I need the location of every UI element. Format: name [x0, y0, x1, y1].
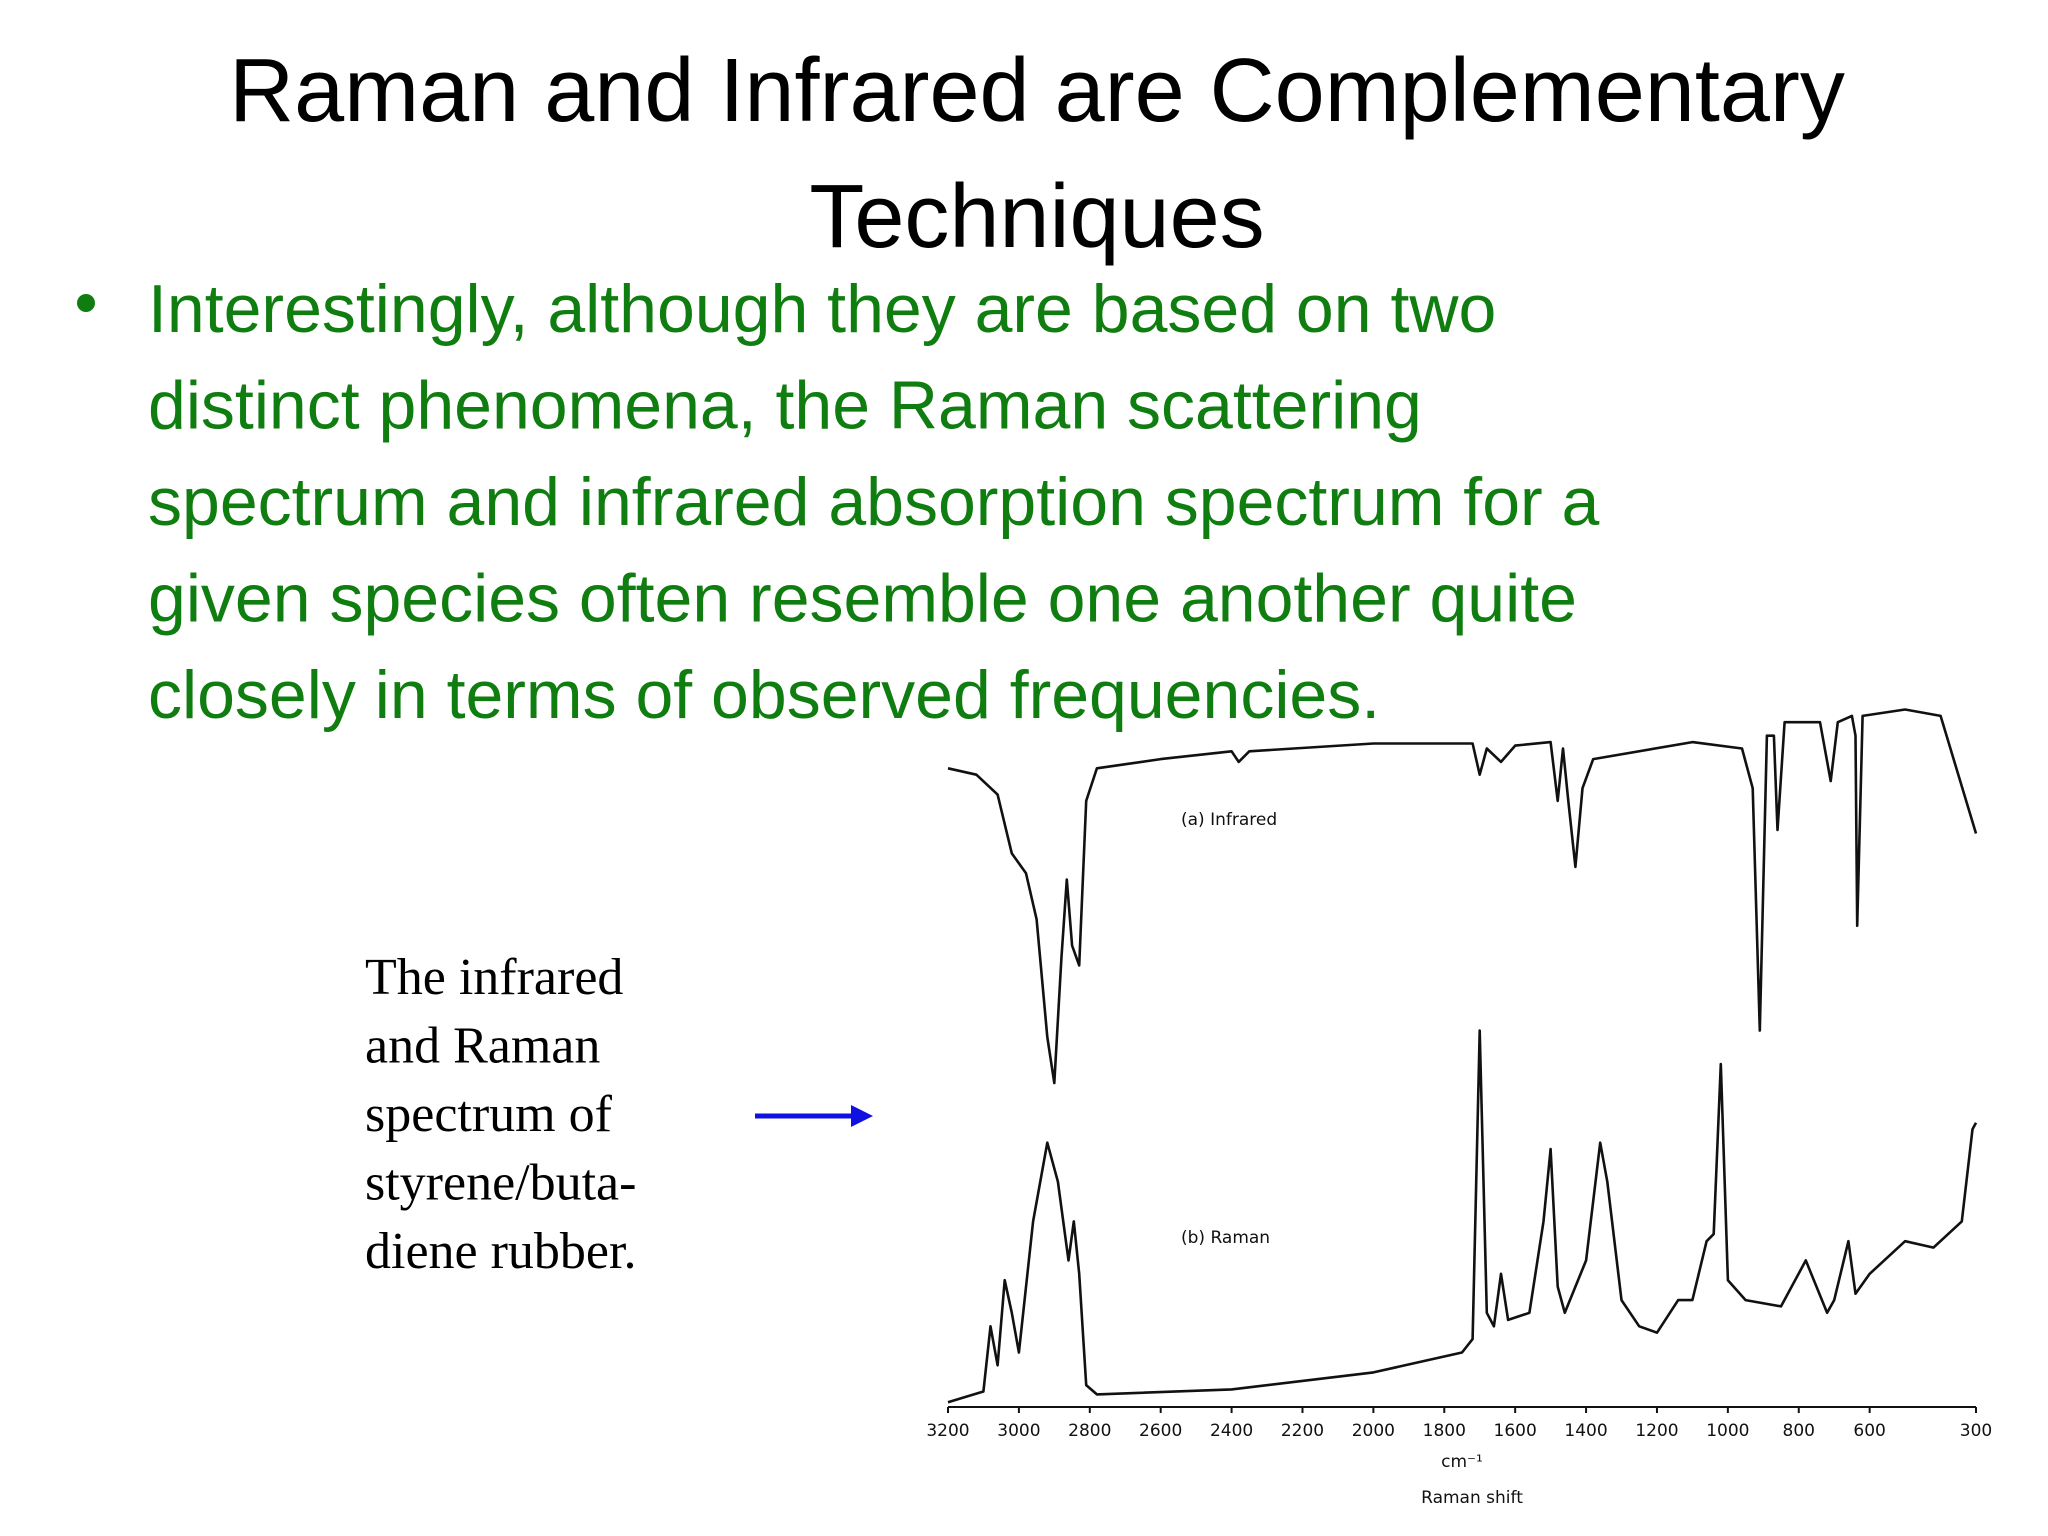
x-tick-label: 3000	[997, 1421, 1040, 1441]
bullet-text: given species often resemble one another…	[148, 561, 1577, 637]
caption-text: styrene/buta-	[365, 1155, 636, 1212]
x-tick-label: 2800	[1068, 1421, 1111, 1441]
caption-text: The infrared	[365, 949, 623, 1006]
slide-title: Raman and Infrared are Complementary	[229, 41, 1845, 141]
caption-text: spectrum of	[365, 1086, 613, 1143]
x-tick-label: 2600	[1139, 1421, 1182, 1441]
bullet-text: spectrum and infrared absorption spectru…	[148, 464, 1600, 540]
series-label: (a) Infrared	[1181, 810, 1277, 830]
x-tick-label: 800	[1783, 1421, 1815, 1441]
x-tick-label: 1000	[1706, 1421, 1749, 1441]
x-tick-label: 1200	[1635, 1421, 1678, 1441]
x-tick-label: 1800	[1423, 1421, 1466, 1441]
spectrum-line	[947, 708, 1978, 1085]
bullet-dot	[77, 294, 95, 312]
x-tick-label: 3200	[926, 1421, 969, 1441]
x-tick-label: 1400	[1564, 1421, 1607, 1441]
caption-text: diene rubber.	[365, 1223, 636, 1280]
x-axis-label: cm⁻¹	[1441, 1452, 1483, 1472]
x-tick-label: 2200	[1281, 1421, 1324, 1441]
bullet-text: distinct phenomena, the Raman scattering	[148, 368, 1422, 444]
series-label: (b) Raman	[1181, 1228, 1270, 1248]
bullet-text: closely in terms of observed frequencies…	[148, 657, 1380, 733]
caption-text: and Raman	[365, 1018, 600, 1075]
x-tick-label: 600	[1853, 1421, 1885, 1441]
x-tick-label: 1600	[1494, 1421, 1537, 1441]
x-tick-label: 300	[1960, 1421, 1992, 1441]
x-axis-caption: Raman shift	[1421, 1488, 1523, 1508]
spectrum-line	[947, 1029, 1978, 1404]
slide-title: Techniques	[809, 167, 1264, 267]
bullet-text: Interestingly, although they are based o…	[148, 271, 1496, 347]
x-tick-label: 2400	[1210, 1421, 1253, 1441]
arrow-head	[851, 1105, 873, 1127]
x-tick-label: 2000	[1352, 1421, 1395, 1441]
